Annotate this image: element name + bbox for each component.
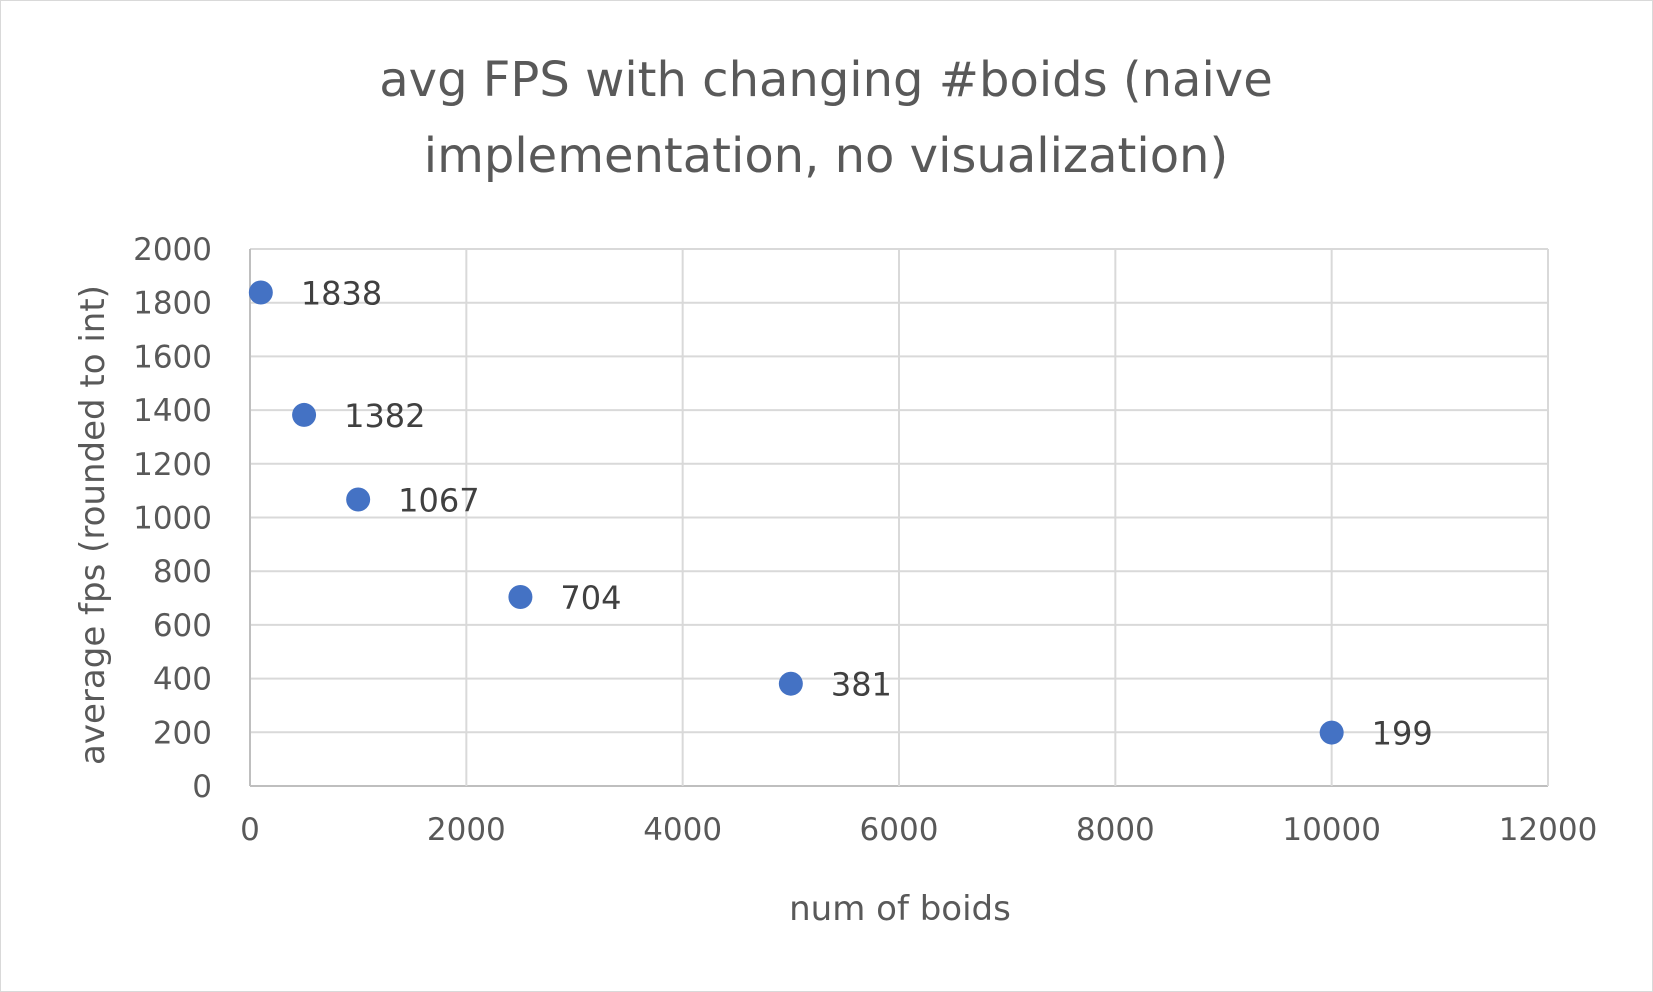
x-tick-label: 4000	[643, 812, 722, 848]
data-point	[292, 402, 317, 427]
x-tick-label: 12000	[1499, 812, 1598, 848]
y-tick-label: 1800	[133, 286, 212, 322]
x-tick-label: 10000	[1282, 812, 1381, 848]
x-axis-title: num of boids	[789, 889, 1011, 929]
y-tick-label: 400	[153, 662, 212, 698]
y-tick-label: 800	[153, 554, 212, 590]
chart-title-line-1: avg FPS with changing #boids (naive	[379, 52, 1272, 108]
data-label: 1067	[398, 482, 479, 520]
y-tick-label: 0	[192, 769, 212, 805]
x-tick-label: 6000	[860, 812, 939, 848]
x-tick-label: 0	[240, 812, 260, 848]
data-label: 199	[1372, 715, 1433, 753]
y-tick-label: 2000	[133, 232, 212, 268]
data-point	[346, 487, 371, 512]
data-labels: 1838 1382 1067 704 381 199	[301, 274, 1433, 752]
data-label: 1838	[301, 274, 382, 312]
data-point	[248, 280, 273, 305]
x-tick-labels: 0 2000 4000 6000 8000 10000 12000	[240, 812, 1597, 848]
chart-title-line-2: implementation, no visualization)	[424, 128, 1228, 184]
y-tick-label: 200	[153, 715, 212, 751]
data-label: 1382	[344, 397, 425, 435]
data-label: 704	[560, 579, 621, 617]
y-tick-label: 1600	[133, 339, 212, 375]
data-points	[248, 280, 1344, 745]
y-axis-title: average fps (rounded to int)	[73, 285, 113, 765]
data-point	[508, 584, 533, 609]
data-label: 381	[831, 666, 892, 704]
y-tick-label: 1400	[133, 393, 212, 429]
data-point	[778, 671, 803, 696]
x-gridlines	[249, 249, 1549, 786]
x-tick-label: 8000	[1076, 812, 1155, 848]
data-point	[1319, 720, 1344, 745]
x-tick-label: 2000	[427, 812, 506, 848]
y-tick-label: 1200	[133, 447, 212, 483]
y-tick-label: 1000	[133, 501, 212, 537]
y-tick-label: 600	[153, 608, 212, 644]
y-tick-labels: 0 200 400 600 800 1000 1200 1400 1600 1800 2000	[133, 232, 212, 805]
